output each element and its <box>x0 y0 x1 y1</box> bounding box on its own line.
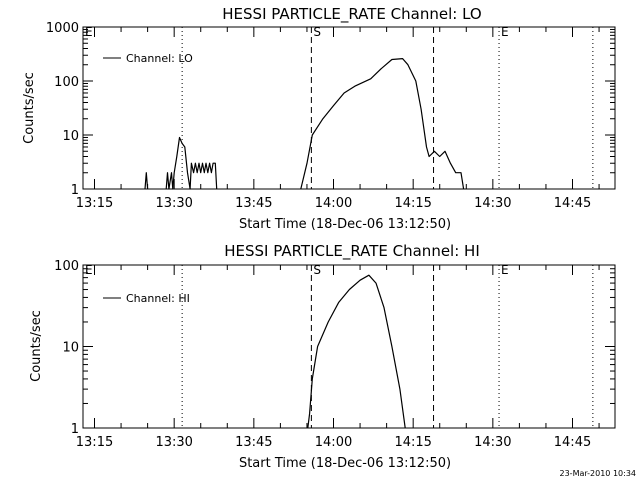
y-tick-label: 1000 <box>46 21 79 36</box>
chart-panel-lo: HESSI PARTICLE_RATE Channel: LO Counts/s… <box>22 5 616 232</box>
x-tick-label: 13:15 <box>76 435 113 450</box>
x-tick-label: 14:30 <box>474 435 511 450</box>
chart-title: HESSI PARTICLE_RATE Channel: HI <box>224 242 480 261</box>
y-axis-label: Counts/sec <box>29 310 44 382</box>
y-tick-label: 1 <box>71 183 79 198</box>
x-axis-ticks: 13:15 13:30 13:45 14:00 14:15 14:30 14:45 <box>76 27 600 211</box>
x-axis-ticks: 13:15 13:30 13:45 14:00 14:15 14:30 14:45 <box>76 265 600 450</box>
time-marker-label: E <box>501 263 509 277</box>
x-tick-label: 14:15 <box>394 196 431 211</box>
series-line <box>165 136 218 190</box>
x-tick-label: 13:30 <box>155 196 192 211</box>
y-axis-label: Counts/sec <box>22 72 37 144</box>
x-axis-label: Start Time (18-Dec-06 13:12:50) <box>239 456 451 471</box>
x-tick-label: 14:45 <box>554 196 591 211</box>
time-marker-label: S <box>313 263 321 277</box>
legend-label: Channel: LO <box>126 52 193 65</box>
x-tick-label: 14:30 <box>474 196 511 211</box>
chart-panel-hi: HESSI PARTICLE_RATE Channel: HI Counts/s… <box>29 242 616 471</box>
series-lines <box>144 57 465 190</box>
series-line <box>307 274 406 429</box>
x-tick-label: 13:45 <box>235 435 272 450</box>
y-tick-label: 10 <box>62 129 79 144</box>
x-tick-label: 14:15 <box>394 435 431 450</box>
x-axis-label: Start Time (18-Dec-06 13:12:50) <box>239 217 451 232</box>
x-tick-label: 14:45 <box>554 435 591 450</box>
y-tick-label: 100 <box>54 259 79 274</box>
series-line <box>300 57 465 190</box>
y-tick-label: 100 <box>54 75 79 90</box>
x-tick-label: 14:00 <box>315 196 352 211</box>
x-tick-label: 13:45 <box>235 196 272 211</box>
series-lines <box>307 274 406 429</box>
y-tick-label: 1 <box>71 422 79 437</box>
y-axis-ticks: 1 10 100 <box>54 259 615 437</box>
x-tick-label: 13:30 <box>155 435 192 450</box>
time-marker-label: E <box>85 263 93 277</box>
legend-label: Channel: HI <box>126 292 190 305</box>
y-tick-label: 10 <box>62 341 79 356</box>
x-tick-label: 14:00 <box>315 435 352 450</box>
footer-date: 23-Mar-2010 10:34 <box>560 469 637 478</box>
series-line <box>144 172 149 190</box>
time-marker-label: E <box>501 25 509 39</box>
time-marker-label: S <box>313 25 321 39</box>
x-tick-label: 13:15 <box>76 196 113 211</box>
y-axis-ticks: 1 10 100 1000 <box>46 21 615 198</box>
time-marker-label: E <box>85 25 93 39</box>
chart-title: HESSI PARTICLE_RATE Channel: LO <box>222 5 481 24</box>
